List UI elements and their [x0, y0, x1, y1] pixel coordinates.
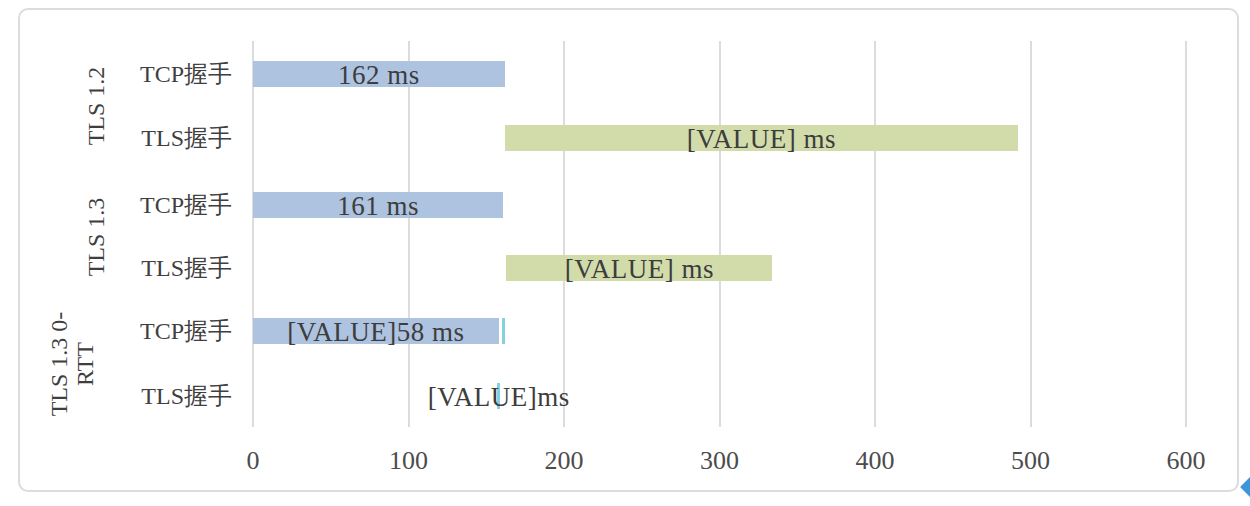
category-label-tls13-tls: TLS握手 — [40, 252, 232, 284]
gridline-x-400 — [874, 41, 876, 427]
x-axis-tick-label: 0 — [247, 446, 260, 476]
x-axis-tick-label: 600 — [1167, 446, 1206, 476]
x-axis-tick-label: 100 — [389, 446, 428, 476]
category-label-tls12-tcp: TCP握手 — [40, 58, 232, 90]
x-axis-tick-label: 300 — [700, 446, 739, 476]
category-label-tls13-tcp: TCP握手 — [40, 189, 232, 221]
gridline-x-500 — [1030, 41, 1032, 427]
x-axis-tick-label: 200 — [545, 446, 584, 476]
chart-canvas: 0 100 200 300 400 500 600 TCP握手 162 ms TLS握手 [VALU… — [0, 0, 1250, 506]
gridline-x-300 — [719, 41, 721, 427]
group-label-tls-1-2: TLS 1.2 — [83, 67, 109, 146]
data-label-tls13-0rtt-tcp: [VALUE]58 ms — [287, 317, 464, 348]
excel-chart-object: 0 100 200 300 400 500 600 TCP握手 162 ms TLS握手 [VALU… — [0, 0, 1250, 506]
data-label-tls13-0rtt-tls: [VALUE]ms — [428, 382, 570, 413]
data-label-tls13-tls: [VALUE] ms — [565, 254, 714, 285]
gridline-x-200 — [563, 41, 565, 427]
data-label-tls13-tcp: 161 ms — [337, 191, 419, 222]
gridline-x-0 — [252, 41, 254, 427]
category-label-tls12-tls: TLS握手 — [40, 122, 232, 154]
data-label-tls12-tcp: 162 ms — [338, 60, 420, 91]
group-label-tls-1-3-0-rtt: TLS 1.3 0- RTT — [46, 311, 98, 416]
gridline-x-100 — [408, 41, 410, 427]
data-label-tls12-tls: [VALUE] ms — [687, 124, 836, 155]
bar-tls13-0rtt-tcp-tick[interactable] — [502, 318, 505, 344]
group-label-tls-1-3: TLS 1.3 — [83, 197, 109, 276]
x-axis-tick-label: 400 — [856, 446, 895, 476]
x-axis-tick-label: 500 — [1011, 446, 1050, 476]
gridline-x-600 — [1185, 41, 1187, 427]
